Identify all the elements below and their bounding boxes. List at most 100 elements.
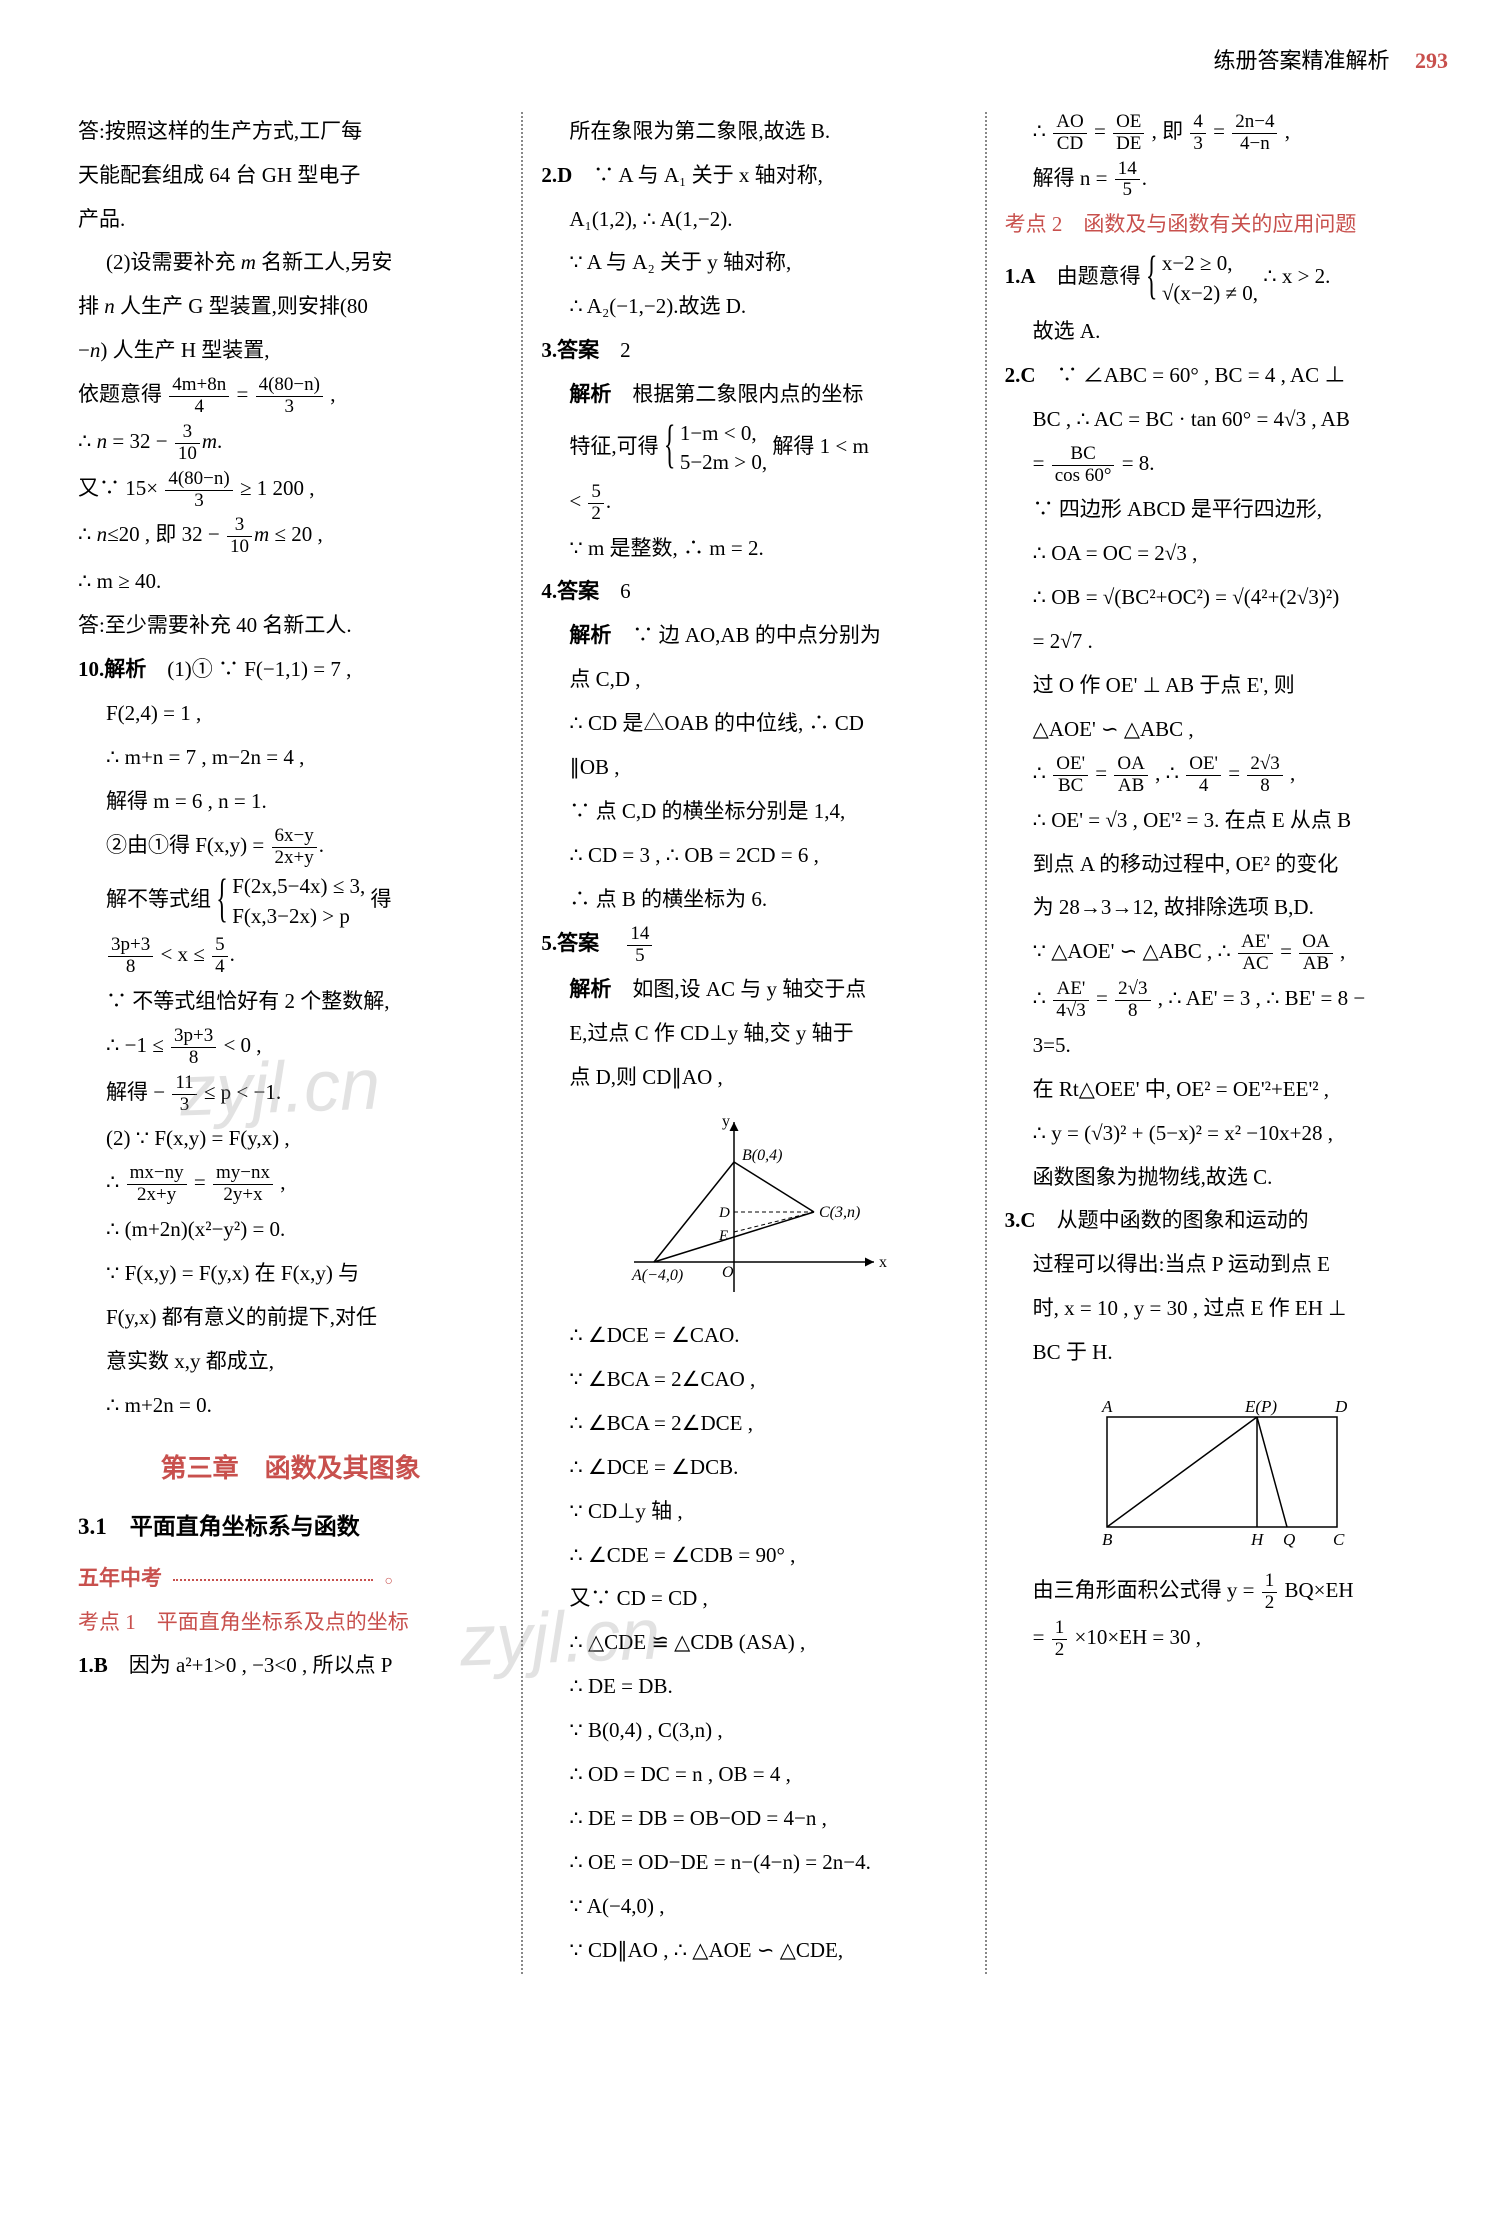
rectangle-figure: A E(P) D B H Q C (1005, 1387, 1430, 1557)
chapter-title: 第三章 函数及其图象 (78, 1444, 503, 1493)
text-line: ∵ CD⊥y 轴 , (541, 1492, 966, 1532)
text-line: 故选 A. (1005, 312, 1430, 352)
fraction: OE'BC (1053, 754, 1088, 797)
brace-system: F(2x,5−4x) ≤ 3, F(x,3−2x) > p (216, 872, 365, 931)
fraction: 2√38 (1247, 754, 1282, 797)
text-line: △AOE' ∽ △ABC , (1005, 710, 1430, 750)
text-line: 解析 根据第二象限内点的坐标 (541, 375, 966, 415)
point-H: H (1250, 1530, 1265, 1549)
equation-line: ∴ mx−ny2x+y = my−nx2y+x , (78, 1163, 503, 1206)
text-line: 3.答案 2 (541, 331, 966, 371)
fraction: OE'4 (1186, 754, 1221, 797)
fraction: AE'AC (1238, 932, 1273, 975)
text-line: ∵ m 是整数, ∴ m = 2. (541, 529, 966, 569)
equation-line: ②由①得 F(x,y) = 6x−y2x+y. (78, 826, 503, 869)
page-header: 练册答案精准解析 293 (60, 40, 1448, 82)
text-line: ∴ OE = OD−DE = n−(4−n) = 2n−4. (541, 1843, 966, 1883)
text-line: ∴ OD = DC = n , OB = 4 , (541, 1755, 966, 1795)
point-C: C(3,n) (819, 1204, 860, 1221)
fraction: AOCD (1053, 112, 1086, 155)
point-A: A (1101, 1397, 1113, 1416)
equation-line: ∴ AE'4√3 = 2√38 , ∴ AE' = 3 , ∴ BE' = 8 … (1005, 979, 1430, 1022)
equation-line: < 52. (541, 482, 966, 525)
text-line: 产品. (78, 200, 503, 240)
fraction: 12 (1052, 1618, 1068, 1661)
fraction: 43 (1190, 112, 1206, 155)
text-line: BC , ∴ AC = BC · tan 60° = 4√3 , AB (1005, 400, 1430, 440)
fraction: 4(80−n)3 (165, 469, 232, 512)
text-line: 过 O 作 OE' ⊥ AB 于点 E', 则 (1005, 666, 1430, 706)
point-D: D (1334, 1397, 1348, 1416)
equation-line: 3p+38 < x ≤ 54. (78, 935, 503, 978)
text-line: F(2,4) = 1 , (78, 694, 503, 734)
kaodian-label: 考点 1 平面直角坐标系及点的坐标 (78, 1603, 503, 1643)
header-title: 练册答案精准解析 (1213, 48, 1389, 73)
fraction: 145 (1115, 159, 1140, 202)
equation-line: ∴ OE'BC = OAAB , ∴ OE'4 = 2√38 , (1005, 754, 1430, 797)
equation-line: 1.A 由题意得 x−2 ≥ 0, √(x−2) ≠ 0, ∴ x > 2. (1005, 249, 1430, 308)
equation-line: ∴ n = 32 − 310m. (78, 422, 503, 465)
text-line: F(y,x) 都有意义的前提下,对任 (78, 1298, 503, 1338)
text-line: ∴ ∠DCE = ∠DCB. (541, 1448, 966, 1488)
text-line: 3=5. (1005, 1026, 1430, 1066)
equation-line: 特征,可得 1−m < 0, 5−2m > 0, 解得 1 < m (541, 419, 966, 478)
coordinate-figure: x y O B(0,4) C(3,n) A(−4,0) D E (541, 1112, 966, 1302)
fraction: 3p+38 (171, 1026, 216, 1069)
fraction: OEDE (1113, 112, 1144, 155)
text-line: (2) ∵ F(x,y) = F(y,x) , (78, 1119, 503, 1159)
text-line: = 2√7 . (1005, 622, 1430, 662)
text-line: ∴ CD 是△OAB 的中位线, ∴ CD (541, 704, 966, 744)
text-line: 时, x = 10 , y = 30 , 过点 E 作 EH ⊥ (1005, 1289, 1430, 1329)
fraction: 145 (627, 924, 652, 967)
text-line: ∴ m+2n = 0. (78, 1386, 503, 1426)
fraction: my−nx2y+x (213, 1163, 273, 1206)
content-body: 答:按照这样的生产方式,工厂每 天能配套组成 64 台 GH 型电子 产品. (… (60, 112, 1448, 1975)
text-line: 解析 ∵ 边 AO,AB 的中点分别为 (541, 616, 966, 656)
fraction: BCcos 60° (1052, 444, 1115, 487)
brace-system: x−2 ≥ 0, √(x−2) ≠ 0, (1146, 249, 1258, 308)
text-line: 又∵ CD = CD , (541, 1579, 966, 1619)
section-title: 3.1 平面直角坐标系与函数 (78, 1505, 503, 1549)
point-E: E(P) (1244, 1397, 1277, 1416)
equation-line: 解得 − 113 ≤ p < −1. (78, 1073, 503, 1116)
fraction: 3p+38 (108, 935, 153, 978)
text-line: ∥OB , (541, 748, 966, 788)
text-line: 意实数 x,y 都成立, (78, 1342, 503, 1382)
axis-x-label: x (879, 1254, 887, 1271)
text-line: ∴ OE' = √3 , OE'² = 3. 在点 E 从点 B (1005, 801, 1430, 841)
text-line: 在 Rt△OEE' 中, OE² = OE'²+EE'² , (1005, 1070, 1430, 1110)
text-line: 为 28→3→12, 故排除选项 B,D. (1005, 888, 1430, 928)
fraction: 113 (172, 1073, 196, 1116)
fraction: 6x−y2x+y (272, 826, 317, 869)
text-line: 1.B 因为 a²+1>0 , −3<0 , 所以点 P (78, 1646, 503, 1686)
text-line: 解析 如图,设 AC 与 y 轴交于点 (541, 970, 966, 1010)
text-line: ∴ (m+2n)(x²−y²) = 0. (78, 1210, 503, 1250)
column-1: 答:按照这样的生产方式,工厂每 天能配套组成 64 台 GH 型电子 产品. (… (60, 112, 521, 1975)
exam-label: 五年中考 (78, 1559, 162, 1599)
fraction: 310 (227, 515, 252, 558)
text-line: ∵ A 与 A₂ 关于 y 轴对称, (541, 243, 966, 283)
text-line: 点 C,D , (541, 660, 966, 700)
equation-line: = 12 ×10×EH = 30 , (1005, 1618, 1430, 1661)
kaodian-label: 考点 2 函数及与函数有关的应用问题 (1005, 205, 1430, 245)
fraction: 2√38 (1115, 979, 1150, 1022)
axis-y-label: y (722, 1113, 730, 1130)
text-line: ∴ DE = DB. (541, 1667, 966, 1707)
text-line: 10.解析 (1)① ∵ F(−1,1) = 7 , (78, 650, 503, 690)
brace-system: 1−m < 0, 5−2m > 0, (664, 419, 767, 478)
equation-line: = BCcos 60° = 8. (1005, 444, 1430, 487)
text-line: ∴ OA = OC = 2√3 , (1005, 534, 1430, 574)
text-line: ∴ ∠BCA = 2∠DCE , (541, 1404, 966, 1444)
text-line: 4.答案 6 (541, 572, 966, 612)
text-line: 所在象限为第二象限,故选 B. (541, 112, 966, 152)
equation-line: 解得 n = 145. (1005, 159, 1430, 202)
text-line: ∵ 点 C,D 的横坐标分别是 1,4, (541, 792, 966, 832)
text-line: −n) 人生产 H 型装置, (78, 331, 503, 371)
text-line: 排 n 人生产 G 型装置,则安排(80 (78, 287, 503, 327)
fraction: 12 (1262, 1571, 1278, 1614)
point-D: D (718, 1205, 730, 1221)
point-A: A(−4,0) (631, 1267, 683, 1284)
text-line: ∵ 不等式组恰好有 2 个整数解, (78, 982, 503, 1022)
text-line: ∴ 点 B 的横坐标为 6. (541, 880, 966, 920)
fraction: 310 (175, 422, 200, 465)
